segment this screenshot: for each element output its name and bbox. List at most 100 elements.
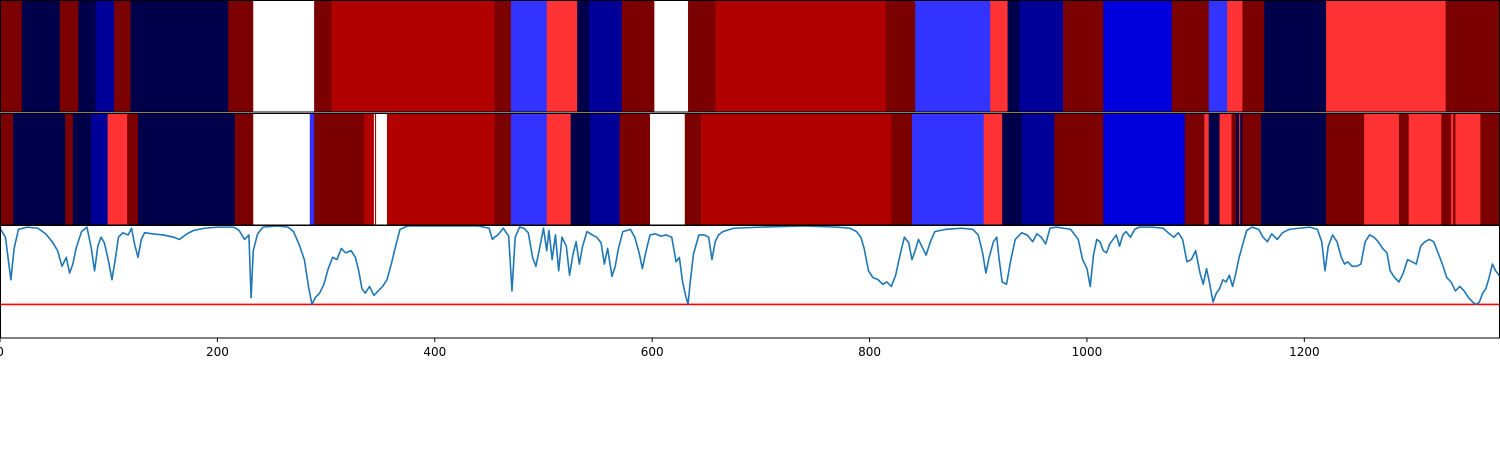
heatmap-cell (1480, 114, 1500, 225)
heatmap-cell (72, 114, 92, 225)
heatmap-cell (59, 1, 79, 112)
heatmap-cell (309, 114, 315, 225)
heatmap-cell (1326, 114, 1365, 225)
heatmap-cell (577, 1, 590, 112)
heatmap-cell (1103, 114, 1186, 225)
heatmap-cell (0, 114, 14, 225)
heatmap-cell (1445, 1, 1500, 112)
x-tick-label: 1200 (1289, 345, 1320, 359)
heatmap-cell (314, 114, 365, 225)
heatmap-cell (1398, 114, 1410, 225)
heatmap-cell (95, 1, 115, 112)
line-panel-background (0, 226, 1500, 338)
heatmap-cell (590, 114, 620, 225)
heatmap-cell (570, 114, 591, 225)
heatmap-cell (546, 114, 572, 225)
heatmap-cell (546, 1, 578, 112)
heatmap-cell (1021, 114, 1055, 225)
heatmap-cell (688, 1, 716, 112)
heatmap-cell (911, 114, 985, 225)
heatmap-cell (65, 114, 74, 225)
heatmap-cell (1208, 114, 1220, 225)
heatmap-cell (1103, 1, 1173, 112)
heatmap-cell (107, 114, 128, 225)
heatmap-cell (0, 1, 23, 112)
heatmap-cell (1453, 114, 1456, 225)
heatmap-cell (1239, 114, 1241, 225)
heatmap-cell (650, 114, 686, 225)
heatmap-cell (915, 1, 991, 112)
heatmap-cell (715, 1, 887, 112)
heatmap-cell (1231, 114, 1237, 225)
heatmap-cell (373, 114, 376, 225)
heatmap-cell (1240, 114, 1243, 225)
heatmap-cell (684, 114, 702, 225)
heatmap-cell (1208, 1, 1228, 112)
heatmap-cell (234, 114, 254, 225)
heatmap-cell (130, 1, 229, 112)
heatmap-cell (1242, 114, 1262, 225)
heatmap-cell (494, 1, 512, 112)
heatmap-cell (364, 114, 375, 225)
heatmap-cell (1002, 114, 1023, 225)
heatmap-cell (990, 1, 1009, 112)
series-line (0, 225, 1500, 306)
heatmap-cell (1235, 114, 1240, 225)
heatmap-cell (1063, 1, 1104, 112)
heatmap-cell (13, 114, 66, 225)
heatmap-cell (1171, 1, 1210, 112)
x-tick-label: 0 (0, 345, 4, 359)
heatmap-cell (1019, 1, 1064, 112)
heatmap-cell (619, 114, 651, 225)
heatmap-cell (885, 1, 916, 112)
heatmap-cell (127, 114, 139, 225)
heatmap-cell (138, 114, 236, 225)
heatmap-cell (375, 114, 377, 225)
heatmap-cell (376, 114, 388, 225)
heatmap-cell (114, 1, 131, 112)
heatmap-strip-middle (0, 114, 1500, 225)
heatmap-cell (510, 1, 548, 112)
heatmap-cell (253, 1, 315, 112)
heatmap-cell (1204, 114, 1210, 225)
x-tick-label: 600 (641, 345, 664, 359)
heatmap-cell (1441, 114, 1452, 225)
heatmap-cell (1184, 114, 1205, 225)
heatmap-cell (1364, 114, 1400, 225)
heatmap-cell (510, 114, 548, 225)
heatmap-cell (1408, 114, 1442, 225)
heatmap-cell (1264, 1, 1327, 112)
heatmap-cell (228, 1, 254, 112)
heatmap-cell (1054, 114, 1104, 225)
heatmap-cell (621, 1, 655, 112)
x-tick-label: 200 (206, 345, 229, 359)
heatmap-cell (1227, 1, 1243, 112)
heatmap-cell (331, 1, 495, 112)
heatmap-cell (1451, 114, 1454, 225)
heatmap-cell (1455, 114, 1481, 225)
heatmap-cell (701, 114, 892, 225)
heatmap-cell (1219, 114, 1232, 225)
heatmap-cell (1007, 1, 1020, 112)
heatmap-cell (314, 1, 332, 112)
heatmap-cell (253, 114, 311, 225)
heatmap-cell (654, 1, 689, 112)
heatmap-cell (494, 114, 512, 225)
x-tick-label: 400 (423, 345, 446, 359)
heatmap-cell (589, 1, 623, 112)
heatmap-cell (78, 1, 97, 112)
heatmap-cell (891, 114, 913, 225)
line-panel (0, 225, 1500, 338)
heatmap-cell (21, 1, 61, 112)
heatmap-cell (1260, 114, 1327, 225)
x-axis: 0 200 400 600 800 1000 1200 (0, 338, 1320, 359)
heatmap-strip-top (0, 1, 1500, 112)
x-tick-label: 1000 (1072, 345, 1103, 359)
heatmap-cell (983, 114, 1003, 225)
heatmap-cell (1326, 1, 1447, 112)
heatmap-cell (1242, 1, 1265, 112)
heatmap-cell (91, 114, 108, 225)
heatmap-cell (386, 114, 495, 225)
x-tick-label: 800 (858, 345, 881, 359)
